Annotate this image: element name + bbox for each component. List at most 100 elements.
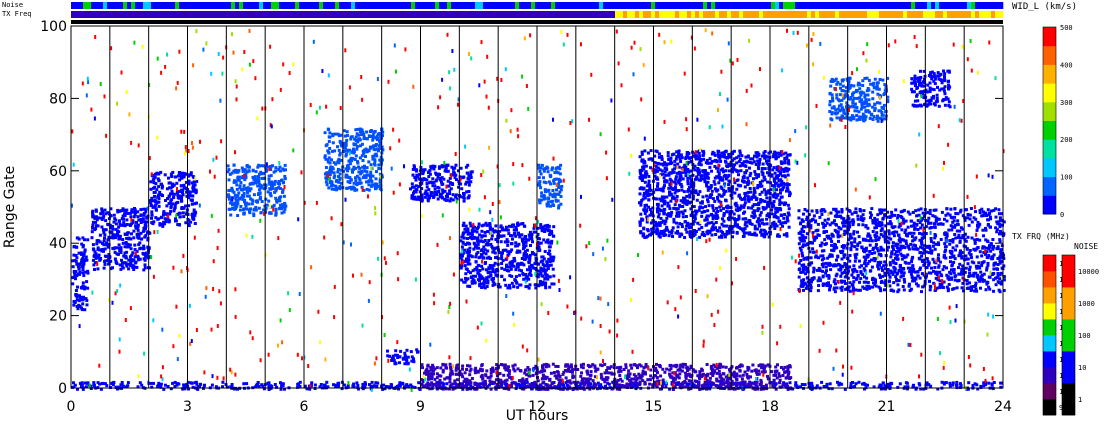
echo-pixel [187,196,191,200]
echo-pixel [656,184,659,188]
echo-pixel [180,206,184,209]
echo-pixel [681,170,685,174]
echo-pixel [538,183,542,187]
noise-segment [111,2,116,9]
echo-pixel [338,187,342,191]
echo-pixel [658,197,662,201]
echo-pixel [695,198,699,202]
echo-pixel [663,202,666,206]
echo-pixel [502,248,506,252]
echo-pixel [491,279,495,283]
echo-pixel [370,183,374,187]
echo-pixel [691,173,695,177]
echo-pixel [349,150,353,154]
echo-pixel [542,269,545,273]
echo-pixel [677,213,681,216]
echo-pixel [878,224,882,228]
echo-pixel [453,166,457,170]
echo-pixel [656,202,660,206]
echo-pixel [476,271,480,275]
echo-pixel [81,261,85,265]
echo-pixel [76,285,79,289]
echo-pixel [106,222,110,226]
noise-bar-label: Noise [2,1,23,9]
freq-segment [687,11,692,18]
echo-pixel [756,209,760,213]
echo-pixel [112,235,115,239]
echo-pixel [759,211,763,215]
echo-pixel [274,212,278,216]
echo-pixel [551,193,554,197]
echo-pixel [864,249,868,253]
echo-pixel [163,217,167,221]
echo-pixel [710,233,714,237]
echo-pixel [457,169,460,173]
echo-pixel [528,266,532,269]
echo-pixel [135,220,138,224]
echo-pixel [753,154,756,158]
echo-pixel [976,220,980,224]
echo-pixel [721,231,724,234]
echo-pixel [149,204,153,208]
echo-pixel [683,220,687,224]
echo-pixel [678,234,682,238]
echo-pixel [168,181,172,185]
echo-pixel [982,251,986,254]
echo-pixel [155,188,159,192]
echo-pixel [881,274,885,278]
echo-pixel [122,254,126,258]
echo-pixel [837,268,841,272]
echo-pixel [884,224,888,228]
echo-pixel [143,235,147,239]
echo-pixel [850,212,854,216]
echo-pixel [362,188,366,192]
echo-pixel [420,187,424,191]
echo-pixel [498,229,502,233]
echo-pixel [869,236,873,240]
echo-pixel [906,266,910,270]
echo-pixel [238,184,242,188]
echo-pixel [937,264,941,268]
echo-pixel [544,167,548,170]
echo-pixel [469,271,472,275]
echo-pixel [347,166,351,170]
echo-pixel [650,212,654,216]
echo-pixel [743,164,747,168]
echo-pixel [698,235,702,239]
echo-pixel [661,163,665,167]
noise-segment [875,2,880,9]
freq-segment [387,11,392,18]
echo-pixel [257,188,261,192]
noise-segment [783,2,788,9]
echo-pixel [559,202,563,206]
echo-pixel [991,247,995,251]
echo-pixel [442,164,446,168]
echo-pixel [416,350,419,354]
noise-segment [635,2,640,9]
echo-pixel [774,153,778,157]
echo-pixel [379,133,383,137]
echo-pixel [465,241,469,245]
echo-pixel [655,150,659,154]
echo-pixel [111,233,115,237]
echo-pixel [327,186,331,190]
echo-pixel [136,210,140,214]
noise-segment [755,2,760,9]
echo-pixel [734,224,737,228]
echo-pixel [427,175,431,179]
echo-pixel [324,180,328,184]
echo-pixel [137,258,141,262]
echo-pixel [897,279,901,283]
echo-pixel [989,249,993,253]
echo-pixel [142,244,146,248]
echo-pixel [722,174,726,178]
echo-pixel [876,249,880,253]
echo-pixel [471,280,475,284]
freq-segment [859,11,864,18]
echo-pixel [133,261,137,265]
echo-pixel [745,191,749,195]
echo-pixel [689,180,693,183]
freq-segment [631,11,636,18]
noise-segment [531,2,536,9]
echo-pixel [358,181,362,185]
